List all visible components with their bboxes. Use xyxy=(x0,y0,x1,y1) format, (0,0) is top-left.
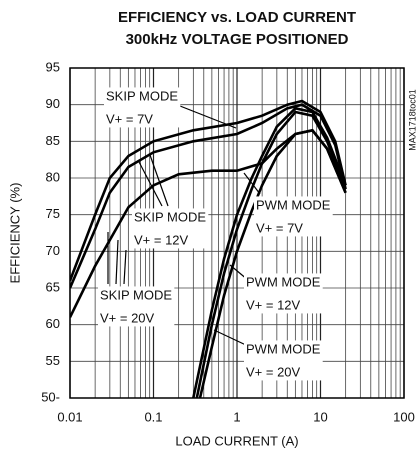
annotation-box xyxy=(104,87,181,128)
plot-frame xyxy=(69,67,405,399)
leader-line xyxy=(115,239,119,285)
annotation-text: SKIP MODE xyxy=(106,88,178,103)
y-tick-label: 55 xyxy=(46,353,60,368)
chart-title: EFFICIENCY vs. LOAD CURRENT xyxy=(118,9,356,26)
y-tick-label: 85 xyxy=(46,133,60,148)
figure-code: MAX1718toc01 xyxy=(407,89,417,151)
annotation-text: V+ = 20V xyxy=(246,364,301,379)
y-tick-label: 70 xyxy=(46,243,60,258)
leader-line xyxy=(213,329,249,347)
y-tick-label: 65 xyxy=(46,279,60,294)
y-tick-label: 60 xyxy=(46,316,60,331)
x-axis-label: LOAD CURRENT (A) xyxy=(175,433,298,448)
annotation-text: V+ = 20V xyxy=(100,310,155,325)
annotation-text: PWM MODE xyxy=(246,274,321,289)
annotation-text: V+ = 7V xyxy=(106,111,153,126)
annotation-text: V+ = 7V xyxy=(256,220,303,235)
annotation-text: SKIP MODE xyxy=(134,209,206,224)
annotation-box xyxy=(132,208,209,249)
y-tick-label: 90 xyxy=(46,96,60,111)
y-axis-label: EFFICIENCY (%) xyxy=(7,183,22,284)
leader-line xyxy=(137,159,163,207)
efficiency-curve xyxy=(70,99,347,282)
annotation-text: PWM MODE xyxy=(246,341,321,356)
annotation-text: V+ = 12V xyxy=(134,232,189,247)
leader-line xyxy=(243,172,261,195)
y-tick-label: 95 xyxy=(46,59,60,74)
y-tick-label: 80 xyxy=(46,169,60,184)
y-tick-label: 50- xyxy=(41,389,60,404)
leader-line xyxy=(179,105,237,129)
x-tick-label: 100 xyxy=(393,409,415,424)
leader-line xyxy=(123,249,127,285)
chart-subtitle: 300kHz VOLTAGE POSITIONED xyxy=(126,31,349,48)
leader-line xyxy=(149,154,169,207)
annotation-box xyxy=(244,340,323,381)
x-tick-label: 10 xyxy=(313,409,327,424)
x-tick-label: 0.1 xyxy=(144,409,162,424)
annotation-text: V+ = 12V xyxy=(246,297,301,312)
efficiency-curve xyxy=(70,103,347,289)
efficiency-curve xyxy=(192,106,347,398)
efficiency-curve xyxy=(198,128,347,398)
annotation-text: SKIP MODE xyxy=(100,287,172,302)
annotation-box xyxy=(244,273,323,314)
x-tick-label: 1 xyxy=(233,409,240,424)
annotation-text: PWM MODE xyxy=(256,197,331,212)
efficiency-curve xyxy=(195,110,347,398)
y-tick-label: 75 xyxy=(46,206,60,221)
annotation-box xyxy=(98,286,175,327)
annotation-box xyxy=(254,196,333,237)
x-tick-label: 0.01 xyxy=(57,409,82,424)
